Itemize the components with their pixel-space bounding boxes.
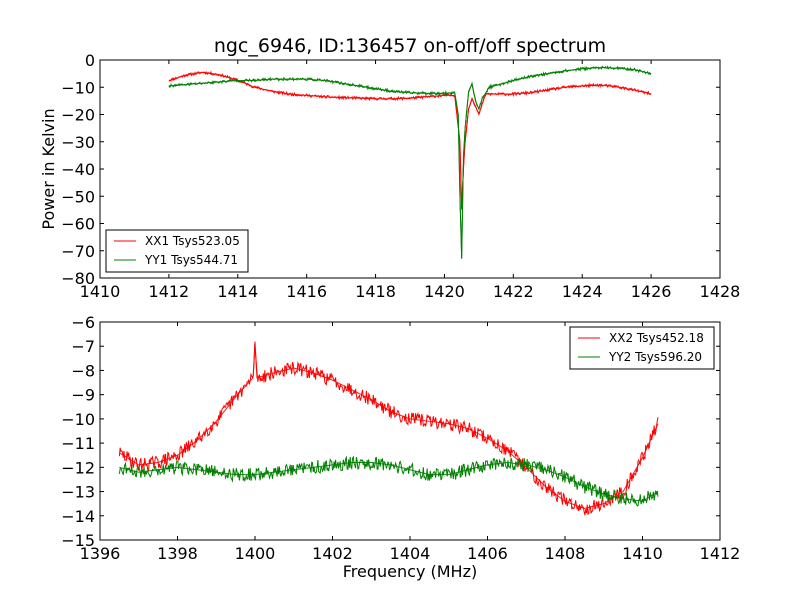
y-tick-label: −8 (71, 361, 95, 380)
x-tick-label: 1418 (355, 282, 396, 301)
legend-label: XX2 Tsys452.18 (609, 331, 704, 345)
top-plot-area (168, 65, 652, 259)
x-tick-label: 1422 (493, 282, 534, 301)
bottom-spectrum-panel: Frequency (MHz) XX2 Tsys452.18 YY2 Tsys59… (61, 313, 740, 581)
x-tick-label: 1426 (631, 282, 672, 301)
y-tick-label: −40 (61, 160, 95, 179)
legend-box (569, 326, 715, 370)
y-tick-label: −6 (71, 313, 95, 332)
bottom-legend: XX2 Tsys452.18 YY2 Tsys596.20 (569, 326, 715, 370)
y-tick-label: −11 (61, 434, 95, 453)
y-tick-label: −7 (71, 337, 95, 356)
x-tick-label: 1400 (235, 544, 276, 563)
x-tick-label: 1414 (217, 282, 258, 301)
x-tick-label: 1402 (312, 544, 353, 563)
x-tick-label: 1412 (700, 544, 741, 563)
chart-title: ngc_6946, ID:136457 on-off/off spectrum (214, 35, 606, 57)
x-tick-label: 1416 (286, 282, 327, 301)
y-tick-label: −10 (61, 78, 95, 97)
y-tick-label: −9 (71, 386, 95, 405)
x-tick-label: 1428 (700, 282, 741, 301)
y-tick-label: −20 (61, 106, 95, 125)
series-line-2 (118, 455, 659, 507)
series-anchor-line-1 (119, 341, 659, 510)
series-anchor-line-2 (119, 461, 659, 502)
x-tick-label: 1412 (149, 282, 190, 301)
legend-box (105, 229, 249, 273)
y-tick-label: −80 (61, 269, 95, 288)
x-tick-label: 1410 (80, 282, 121, 301)
y-axis-label: Power in Kelvin (39, 108, 58, 229)
x-tick-label: 1424 (562, 282, 603, 301)
x-tick-label: 1396 (80, 544, 121, 563)
legend-label: XX1 Tsys523.05 (145, 234, 240, 248)
legend-label: YY2 Tsys596.20 (608, 350, 702, 364)
x-tick-label: 1410 (622, 544, 663, 563)
x-tick-label: 1404 (390, 544, 431, 563)
y-tick-label: −12 (61, 458, 95, 477)
top-legend: XX1 Tsys523.05 YY1 Tsys544.71 (105, 229, 249, 273)
y-tick-label: −50 (61, 187, 95, 206)
x-tick-label: 1406 (467, 544, 508, 563)
top-spectrum-panel: ngc_6946, ID:136457 on-off/off spectrum … (39, 35, 740, 301)
x-tick-label: 1398 (157, 544, 198, 563)
legend-label: YY1 Tsys544.71 (144, 253, 238, 267)
x-tick-label: 1408 (545, 544, 586, 563)
y-tick-label: −60 (61, 215, 95, 234)
series-anchor-line-1 (168, 71, 652, 210)
y-tick-label: −13 (61, 483, 95, 502)
y-tick-label: −15 (61, 531, 95, 550)
y-tick-label: −30 (61, 133, 95, 152)
y-tick-label: −70 (61, 242, 95, 261)
series-anchor-line-2 (168, 67, 652, 259)
bottom-plot-area (118, 341, 659, 516)
y-tick-label: −10 (61, 410, 95, 429)
y-tick-label: −14 (61, 507, 95, 526)
y-tick-label: 0 (85, 51, 95, 70)
x-axis-label: Frequency (MHz) (343, 562, 477, 581)
x-tick-label: 1420 (424, 282, 465, 301)
